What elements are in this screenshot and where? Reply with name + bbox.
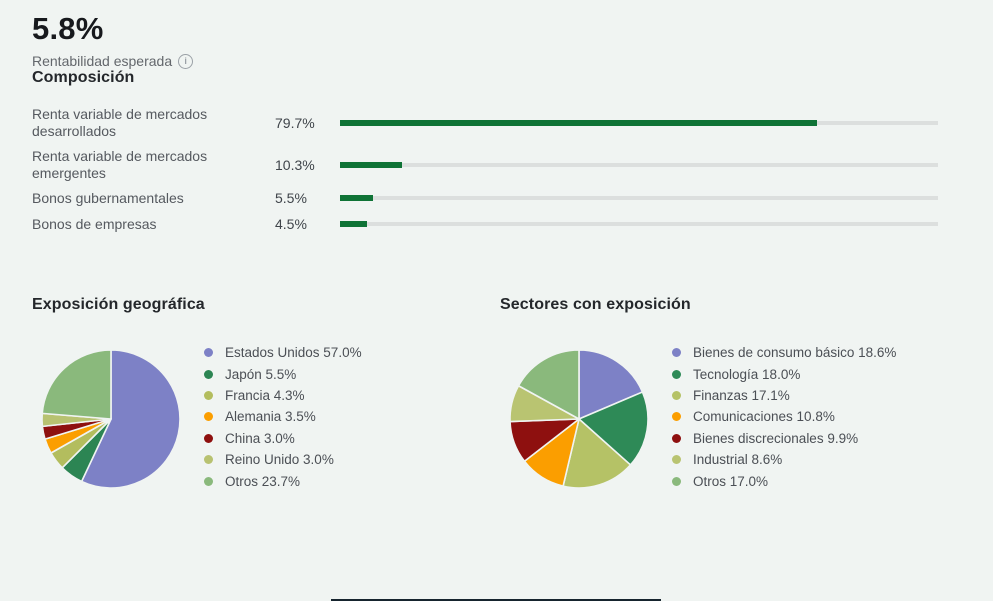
legend-label: China 3.0% (225, 430, 295, 446)
composition-bar-track (340, 221, 938, 226)
legend-item: Bienes de consumo básico 18.6% (672, 342, 896, 363)
legend-bullet-icon (204, 391, 213, 401)
composition-row-value: 10.3% (275, 156, 315, 173)
pie-slice (578, 349, 644, 420)
sector-exposure-heading: Sectores con exposición (500, 296, 691, 314)
legend-label: Tecnología 18.0% (693, 366, 801, 382)
geographic-exposure-legend: Estados Unidos 57.0% Japón 5.5% Francia 4.… (204, 342, 362, 492)
composition-row: Renta variable de mercados emergentes 10.… (32, 148, 938, 181)
composition-row-label: Renta variable de mercados desarrollados (32, 106, 208, 139)
legend-label: Otros 23.7% (225, 473, 301, 489)
legend-bullet-icon (672, 348, 681, 358)
legend-bullet-icon (672, 433, 681, 443)
sector-exposure-pie-chart (509, 349, 649, 489)
legend-item: Tecnología 18.0% (672, 363, 896, 384)
composition-bar-fill (340, 119, 817, 126)
composition-heading: Composición (32, 69, 135, 87)
composition-bar (340, 119, 938, 127)
legend-item: Comunicaciones 10.8% (672, 406, 896, 427)
legend-bullet-icon (672, 391, 681, 401)
expected-return-header: 5.8% Rentabilidad esperada i (32, 11, 993, 70)
legend-item: Reino Unido 3.0% (204, 449, 362, 470)
legend-label: Alemania 3.5% (225, 409, 316, 425)
composition-bar-fill (340, 161, 402, 168)
pie-slice (41, 349, 112, 420)
sector-exposure-section: Sectores con exposición Bienes de consum… (500, 296, 993, 492)
legend-item: Estados Unidos 57.0% (204, 342, 362, 363)
expected-return-value: 5.8% (32, 11, 104, 46)
composition-bar-track (340, 196, 938, 201)
legend-bullet-icon (672, 412, 681, 422)
legend-label: Bienes de consumo básico 18.6% (693, 345, 897, 361)
legend-item: Francia 4.3% (204, 385, 362, 406)
legend-item: Japón 5.5% (204, 363, 362, 384)
composition-row-label: Bonos de empresas (32, 215, 157, 232)
sector-exposure-legend: Bienes de consumo básico 18.6% Tecnología… (672, 342, 896, 492)
legend-item: Finanzas 17.1% (672, 385, 896, 406)
geographic-exposure-section: Exposición geográfica Estados Unidos 57.… (32, 296, 500, 492)
legend-label: Industrial 8.6% (693, 452, 783, 468)
legend-bullet-icon (204, 433, 213, 443)
legend-label: Comunicaciones 10.8% (693, 409, 835, 425)
composition-bar-fill (340, 220, 367, 227)
composition-bar (340, 161, 938, 169)
composition-row: Bonos de empresas 4.5% (32, 216, 938, 233)
composition-bar-track (340, 162, 938, 167)
composition-row-value: 5.5% (275, 190, 307, 207)
legend-label: Japón 5.5% (225, 366, 297, 382)
composition-bar (340, 220, 938, 228)
legend-label: Finanzas 17.1% (693, 388, 790, 404)
legend-bullet-icon (204, 348, 213, 358)
geographic-exposure-pie-chart (41, 349, 181, 489)
legend-bullet-icon (204, 476, 213, 486)
composition-chart: Renta variable de mercados desarrollados… (32, 106, 938, 232)
composition-row-label: Renta variable de mercados emergentes (32, 148, 208, 181)
pie-slice (578, 391, 649, 466)
expected-return-label: Rentabilidad esperada (32, 53, 173, 70)
legend-item: China 3.0% (204, 428, 362, 449)
legend-item: Bienes discrecionales 9.9% (672, 428, 896, 449)
legend-item: Alemania 3.5% (204, 406, 362, 427)
legend-label: Bienes discrecionales 9.9% (693, 430, 859, 446)
legend-bullet-icon (204, 455, 213, 465)
pie-slice (562, 418, 632, 489)
composition-row: Bonos gubernamentales 5.5% (32, 190, 938, 207)
legend-label: Estados Unidos 57.0% (225, 345, 362, 361)
legend-label: Francia 4.3% (225, 388, 305, 404)
composition-row-label: Bonos gubernamentales (32, 190, 184, 207)
composition-bar-fill (340, 195, 373, 202)
composition-row-value: 79.7% (275, 114, 315, 131)
bottom-cutoff-element (331, 599, 661, 601)
legend-label: Reino Unido 3.0% (225, 452, 334, 468)
pie-slice (517, 349, 580, 420)
legend-label: Otros 17.0% (693, 473, 769, 489)
legend-item: Otros 23.7% (204, 470, 362, 491)
composition-row: Renta variable de mercados desarrollados… (32, 106, 938, 139)
info-icon[interactable]: i (178, 53, 194, 69)
geographic-exposure-heading: Exposición geográfica (32, 296, 205, 314)
composition-row-value: 4.5% (275, 215, 307, 232)
legend-bullet-icon (672, 476, 681, 486)
pie-slice (80, 349, 181, 489)
legend-item: Industrial 8.6% (672, 449, 896, 470)
legend-bullet-icon (672, 455, 681, 465)
composition-bar (340, 194, 938, 202)
legend-bullet-icon (672, 369, 681, 379)
legend-bullet-icon (204, 369, 213, 379)
legend-bullet-icon (204, 412, 213, 422)
legend-item: Otros 17.0% (672, 470, 896, 491)
